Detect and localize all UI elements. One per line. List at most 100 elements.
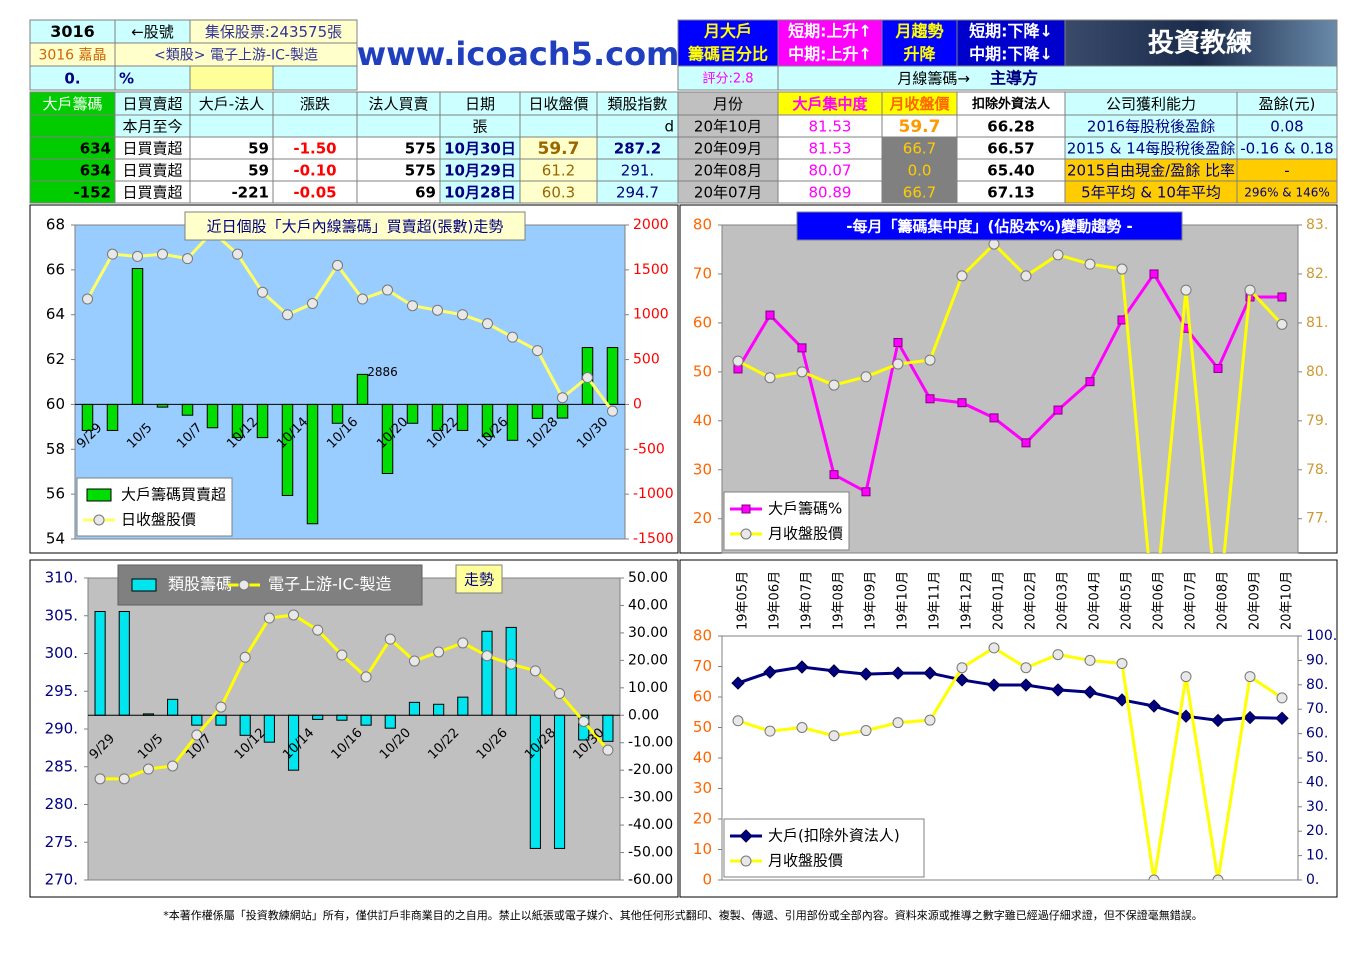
marker <box>892 358 904 370</box>
y2-tick-label: 1000 <box>633 307 669 323</box>
marker <box>282 309 293 321</box>
marker <box>482 318 493 330</box>
marker <box>1052 249 1064 261</box>
marker <box>1180 284 1192 296</box>
y-tick-label: 270. <box>45 871 78 889</box>
y2-tick-label: -10.00 <box>628 735 673 751</box>
y2-tick-label: 50. <box>1306 750 1328 766</box>
marker <box>1211 713 1225 728</box>
y-tick-label: 295. <box>45 682 78 700</box>
y-tick-label: 280. <box>45 795 78 813</box>
title-bg <box>184 211 526 241</box>
marker <box>578 715 590 727</box>
cell-text: 盈餘(元) <box>1259 95 1316 113</box>
marker <box>1244 284 1256 296</box>
marker <box>827 664 841 678</box>
y2-tick-label: 10. <box>1306 848 1328 864</box>
cell-text: 575 <box>405 140 436 158</box>
y2-tick-label: 40. <box>1306 774 1328 790</box>
cell-text: 大戶-法人 <box>199 95 264 113</box>
marker <box>861 487 871 497</box>
marker <box>215 701 227 713</box>
marker <box>989 413 999 423</box>
cell-text: 81.53 <box>809 118 852 136</box>
cell-text: 日買賣超 <box>122 162 182 180</box>
marker <box>408 655 420 667</box>
cell-text: 634 <box>80 162 111 180</box>
cell-text: 10月29日 <box>444 162 516 180</box>
marker <box>796 722 808 733</box>
marker <box>532 345 543 357</box>
y2-tick-label: 40.00 <box>628 597 668 613</box>
bar <box>481 630 493 716</box>
cell-text: 294.7 <box>616 184 659 202</box>
y-tick-label: 80 <box>693 627 712 645</box>
y-tick-label: 64 <box>46 305 65 323</box>
cell-text: 67.13 <box>987 184 1034 202</box>
bar <box>457 696 469 716</box>
series-line <box>737 646 1283 880</box>
bar <box>408 701 421 716</box>
x-tick-label: 20年10月 <box>1280 571 1295 630</box>
cell-bg <box>677 65 779 91</box>
cell-text: 20年09月 <box>694 140 762 158</box>
marker <box>481 650 493 662</box>
chart-title: -每月「籌碼集中度」(佔股本%)變動趨勢 - <box>846 218 1132 236</box>
x-tick-label: 20年03月 <box>1056 571 1071 630</box>
legend-swatch <box>131 578 157 592</box>
cell-text: 大戶籌碼 <box>42 95 102 113</box>
marker <box>1019 678 1033 692</box>
cell-text: 0. <box>64 70 80 88</box>
y-tick-label: 40 <box>693 411 712 429</box>
x-tick-label: 19年08月 <box>832 571 847 630</box>
bar <box>506 403 519 441</box>
marker <box>1147 699 1161 713</box>
cell-text: 10月28日 <box>444 184 516 202</box>
x-tick-label: 20年04月 <box>1088 571 1103 630</box>
title-bg <box>455 564 503 594</box>
bar <box>356 373 369 405</box>
marker <box>505 658 517 670</box>
marker <box>118 773 130 785</box>
marker <box>924 354 936 366</box>
y-tick-label: 300. <box>45 644 78 662</box>
cell-text: -0.05 <box>293 184 336 202</box>
y2-tick-label: 2000 <box>633 217 669 233</box>
marker <box>955 673 969 687</box>
cell-bg <box>189 65 274 91</box>
marker <box>384 633 396 645</box>
x-tick-label: 19年05月 <box>736 571 751 630</box>
y2-tick-label: 10.00 <box>628 680 668 696</box>
marker <box>557 392 568 404</box>
marker <box>1083 685 1097 699</box>
legend-label: 月收盤股價 <box>768 852 843 870</box>
marker <box>1020 662 1032 674</box>
cell-text: 月線籌碼→ <box>897 70 970 88</box>
cell-text: 月大戶 <box>703 22 752 41</box>
cell-text: 本月至今 <box>122 118 182 136</box>
marker <box>764 725 776 737</box>
marker <box>988 642 1000 654</box>
cell-bg <box>356 114 441 138</box>
marker <box>740 528 752 540</box>
marker <box>1213 363 1223 373</box>
marker <box>988 238 1000 250</box>
marker <box>1020 270 1032 282</box>
marker <box>142 763 154 775</box>
marker <box>763 665 777 679</box>
y-tick-label: 290. <box>45 720 78 738</box>
bar <box>206 403 219 429</box>
cell-text: 69 <box>415 184 436 202</box>
cell-bg <box>677 19 779 67</box>
cell-text: 2015 & 14每股稅後盈餘 <box>1067 140 1236 158</box>
cell-text: 短期:上升↑ <box>788 22 872 41</box>
legend-label: 月收盤股價 <box>768 525 843 543</box>
y-tick-label: 310. <box>45 569 78 587</box>
y-tick-label: 30 <box>693 460 712 478</box>
marker <box>132 250 143 262</box>
y-tick-label: 285. <box>45 757 78 775</box>
y2-tick-label: -20.00 <box>628 762 673 778</box>
legend-box <box>723 491 850 551</box>
cell-text: 10月30日 <box>444 140 516 158</box>
